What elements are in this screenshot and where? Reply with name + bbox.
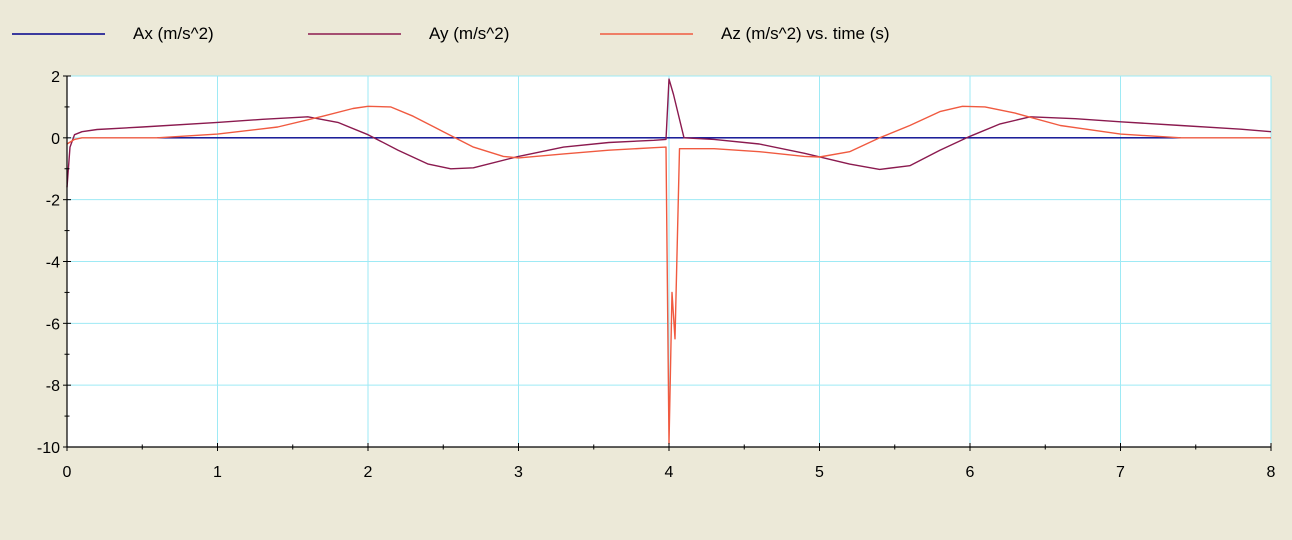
legend-label-2: Ay (m/s^2) (429, 24, 509, 43)
x-tick-label: 2 (364, 464, 373, 481)
x-tick-label: 5 (815, 464, 824, 481)
y-tick-label: 0 (51, 131, 60, 148)
x-tick-label: 3 (514, 464, 523, 481)
axes: 0 1 2 3 4 5 6 7 8 -10 -8 -6 -4 -2 0 2 (37, 69, 1276, 481)
series-line-3 (66, 105, 1271, 445)
x-tick-label: 8 (1267, 464, 1276, 481)
y-tick-label: 2 (51, 69, 60, 86)
y-tick-label: -10 (37, 440, 60, 457)
series-layer (66, 78, 1272, 445)
legend: Ax (m/s^2) Ay (m/s^2) Az (m/s^2) vs. time … (12, 24, 890, 43)
y-tick-label: -4 (46, 255, 60, 272)
x-tick-label: 7 (1116, 464, 1125, 481)
y-tick-label: -2 (46, 193, 60, 210)
y-tick-label: -6 (46, 316, 60, 333)
x-tick-label: 1 (213, 464, 222, 481)
x-tick-label: 4 (665, 464, 674, 481)
series-line-2 (66, 78, 1272, 188)
y-tick-label: -8 (46, 378, 60, 395)
legend-label-1: Ax (m/s^2) (133, 24, 214, 43)
x-tick-label: 0 (63, 464, 72, 481)
legend-label-3: Az (m/s^2) vs. time (s) (721, 24, 890, 43)
x-tick-label: 6 (966, 464, 975, 481)
